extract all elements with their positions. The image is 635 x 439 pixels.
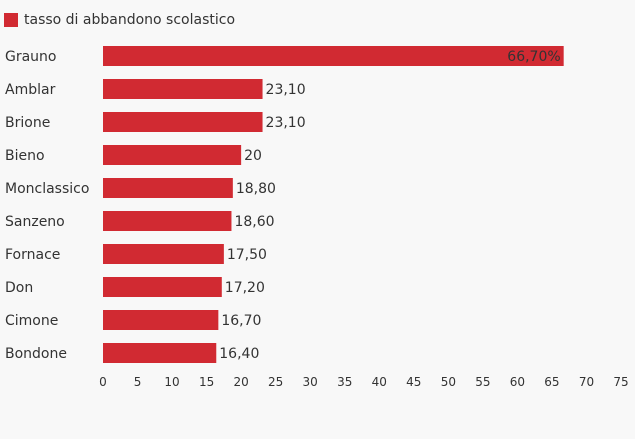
category-label: Bondone [5,346,67,362]
x-tick-label: 75 [613,375,628,389]
category-label: Bieno [5,148,45,164]
x-tick-label: 20 [233,375,248,389]
category-label: Don [5,280,33,296]
legend-swatch [4,13,18,27]
bar [103,79,263,99]
value-label: 20 [244,148,262,164]
value-label: 16,70 [221,313,261,329]
legend-label: tasso di abbandono scolastico [24,12,236,28]
bar [103,145,242,165]
bar [103,46,564,66]
bar [103,277,222,297]
value-label: 17,20 [225,280,265,296]
category-label: Cimone [5,313,58,329]
value-label: 18,60 [234,214,274,230]
value-label: 16,40 [219,346,259,362]
bar [103,211,232,231]
value-label: 23,10 [266,115,306,131]
bar [103,112,263,132]
x-tick-label: 45 [406,375,421,389]
bar [103,343,217,363]
value-label: 17,50 [227,247,267,263]
category-label: Amblar [5,82,56,98]
x-tick-label: 40 [372,375,387,389]
category-label: Fornace [5,247,60,263]
x-tick-label: 60 [510,375,525,389]
x-tick-label: 5 [134,375,142,389]
x-tick-label: 55 [475,375,490,389]
x-tick-label: 0 [99,375,107,389]
x-tick-label: 65 [544,375,559,389]
bar [103,244,224,264]
category-label: Monclassico [5,181,89,197]
category-label: Brione [5,115,50,131]
value-label: 66,70% [507,49,560,65]
category-label: Grauno [5,49,57,65]
x-tick-label: 35 [337,375,352,389]
x-tick-label: 15 [199,375,214,389]
x-tick-label: 25 [268,375,283,389]
value-label: 23,10 [266,82,306,98]
x-tick-label: 30 [303,375,318,389]
bar [103,178,233,198]
value-label: 18,80 [236,181,276,197]
x-tick-label: 10 [164,375,179,389]
bar [103,310,219,330]
category-label: Sanzeno [5,214,65,230]
x-tick-label: 50 [441,375,456,389]
x-tick-label: 70 [579,375,594,389]
legend: tasso di abbandono scolastico [4,12,235,28]
